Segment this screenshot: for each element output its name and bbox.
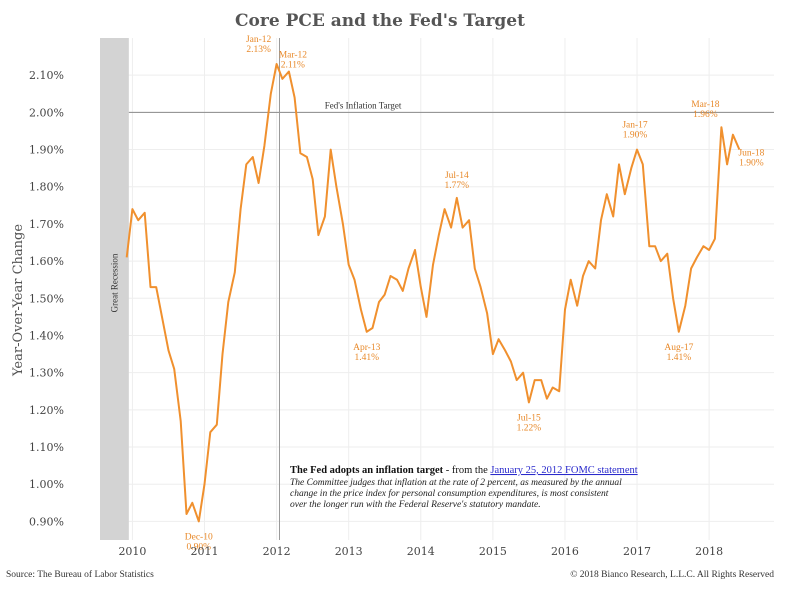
note-line: change in the price index for personal c… bbox=[290, 488, 609, 499]
annotation-label: Jul-14 bbox=[445, 171, 469, 181]
target-label: Fed's Inflation Target bbox=[325, 100, 402, 110]
annotation-value: 1.22% bbox=[517, 423, 542, 433]
note-line: The Committee judges that inflation at t… bbox=[290, 477, 622, 488]
annotation-label: Apr-13 bbox=[353, 343, 380, 353]
annotation-value: 2.11% bbox=[281, 60, 305, 70]
annotation-label: Dec-10 bbox=[185, 532, 213, 542]
note-heading: The Fed adopts an inflation target - fro… bbox=[290, 465, 638, 476]
annotation-label: Jan-12 bbox=[246, 35, 272, 45]
x-tick-label: 2013 bbox=[335, 545, 363, 558]
y-tick-label: 2.00% bbox=[29, 106, 64, 119]
series bbox=[125, 63, 741, 523]
annotation-label: Jun-18 bbox=[738, 149, 764, 159]
recession-band: Great Recession bbox=[100, 38, 129, 540]
x-tick-label: 2012 bbox=[263, 545, 291, 558]
fomc-note: The Fed adopts an inflation target - fro… bbox=[290, 465, 638, 510]
y-tick-label: 1.90% bbox=[29, 144, 64, 157]
y-tick-label: 1.10% bbox=[29, 441, 64, 454]
annotation-label: Mar-18 bbox=[691, 100, 720, 110]
source-note: Source: The Bureau of Labor Statistics bbox=[6, 569, 154, 580]
x-tick-label: 2015 bbox=[479, 545, 507, 558]
copyright-note: © 2018 Bianco Research, L.L.C. All Right… bbox=[570, 569, 774, 580]
x-tick-label: 2018 bbox=[695, 545, 723, 558]
y-tick-label: 1.50% bbox=[29, 292, 64, 305]
x-tick-label: 2017 bbox=[623, 545, 651, 558]
annotation-value: 1.77% bbox=[445, 181, 470, 191]
annotation-value: 1.96% bbox=[693, 110, 718, 120]
annotation-value: 1.41% bbox=[354, 353, 379, 363]
annotation-label: Aug-17 bbox=[664, 343, 693, 353]
annotation-value: 1.90% bbox=[739, 159, 764, 169]
y-tick-label: 1.80% bbox=[29, 181, 64, 194]
note-heading-text: - from the bbox=[443, 465, 490, 476]
x-tick-label: 2011 bbox=[191, 545, 219, 558]
y-tick-label: 1.60% bbox=[29, 255, 64, 268]
x-tick-label: 2010 bbox=[118, 545, 146, 558]
chart-title: Core PCE and the Fed's Target bbox=[235, 11, 525, 31]
y-tick-label: 1.30% bbox=[29, 367, 64, 380]
annotation-value: 1.90% bbox=[623, 131, 648, 141]
fomc-statement-link[interactable]: January 25, 2012 FOMC statement bbox=[490, 465, 637, 476]
y-tick-label: 2.10% bbox=[29, 69, 64, 82]
annotation-value: 2.13% bbox=[246, 45, 271, 55]
x-axis-ticks: 2010 2011 2012 2013 2014 2015 2016 2017 2018 bbox=[118, 545, 723, 558]
x-tick-label: 2016 bbox=[551, 545, 579, 558]
y-axis-ticks: 0.90% 1.00% 1.10% 1.20% 1.30% 1.40% 1.50% 1.60%… bbox=[29, 69, 64, 528]
y-tick-label: 1.00% bbox=[29, 478, 64, 491]
annotations: Dec-100.90%Jan-122.13%Mar-122.11%Apr-131… bbox=[185, 35, 765, 552]
y-tick-label: 1.40% bbox=[29, 329, 64, 342]
annotation-label: Jan-17 bbox=[622, 121, 648, 131]
note-heading-bold: The Fed adopts an inflation target bbox=[290, 465, 444, 476]
annotation-value: 0.90% bbox=[186, 542, 211, 552]
core-pce-line bbox=[125, 63, 741, 523]
y-tick-label: 1.70% bbox=[29, 218, 64, 231]
y-tick-label: 0.90% bbox=[29, 515, 64, 528]
annotation-label: Mar-12 bbox=[279, 50, 308, 60]
annotation-value: 1.41% bbox=[667, 353, 692, 363]
x-tick-label: 2014 bbox=[407, 545, 435, 558]
recession-label: Great Recession bbox=[109, 253, 119, 312]
annotation-label: Jul-15 bbox=[517, 413, 541, 423]
y-tick-label: 1.20% bbox=[29, 404, 64, 417]
note-line: over the longer run with the Federal Res… bbox=[290, 500, 541, 510]
inflation-target: Fed's Inflation Target bbox=[128, 100, 774, 113]
y-axis-label: Year-Over-Year Change bbox=[11, 224, 26, 377]
recession-shade bbox=[100, 38, 129, 540]
